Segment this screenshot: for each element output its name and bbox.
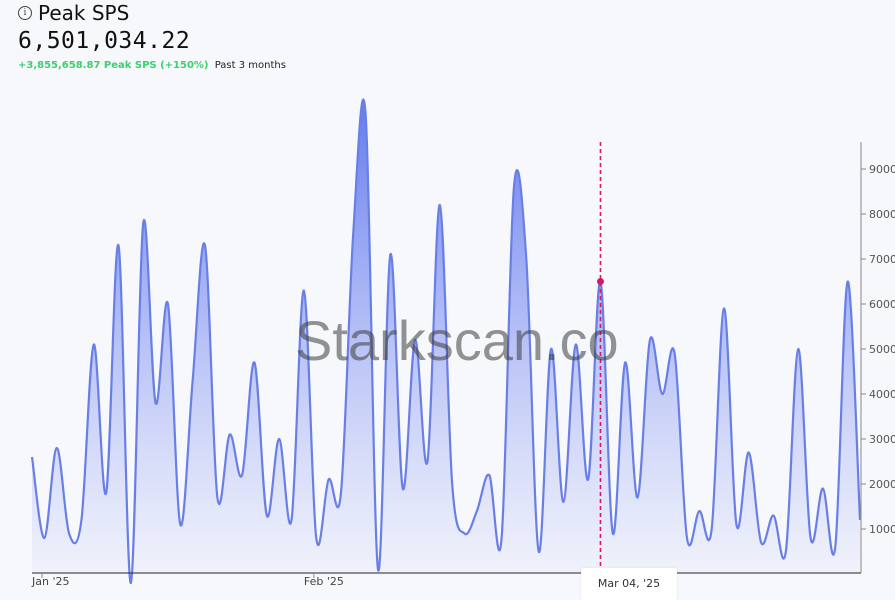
y-tick-label: 8000000 — [869, 208, 895, 221]
period-label: Past 3 months — [214, 60, 286, 71]
y-tick-label: 6000000 — [869, 298, 895, 311]
chart-header: i Peak SPS 6,501,034.22 +3,855,658.87 Pe… — [18, 0, 286, 71]
chart-title: Peak SPS — [38, 1, 130, 25]
y-tick-label: 5000000 — [869, 343, 895, 356]
y-tick-label: 2000000 — [869, 478, 895, 491]
y-tick-label: 3000000 — [869, 433, 895, 446]
y-tick-label: 4000000 — [869, 388, 895, 401]
y-tick-label: 9000000 — [869, 163, 895, 176]
y-tick-label: 1000000 — [869, 523, 895, 536]
x-tick-label: Jan '25 — [31, 575, 69, 588]
x-tick-label: Feb '25 — [304, 575, 344, 588]
crosshair-date-label: Mar 04, '25 — [581, 568, 677, 600]
y-tick-label: 7000000 — [869, 253, 895, 266]
change-value: +3,855,658.87 Peak SPS (+150%) — [18, 60, 209, 71]
title-row: i Peak SPS — [18, 0, 286, 26]
info-icon[interactable]: i — [18, 6, 32, 20]
change-row: +3,855,658.87 Peak SPS (+150%) Past 3 mo… — [18, 60, 286, 71]
crosshair-point — [596, 277, 604, 285]
current-value: 6,501,034.22 — [18, 28, 191, 54]
series-line — [30, 98, 862, 585]
